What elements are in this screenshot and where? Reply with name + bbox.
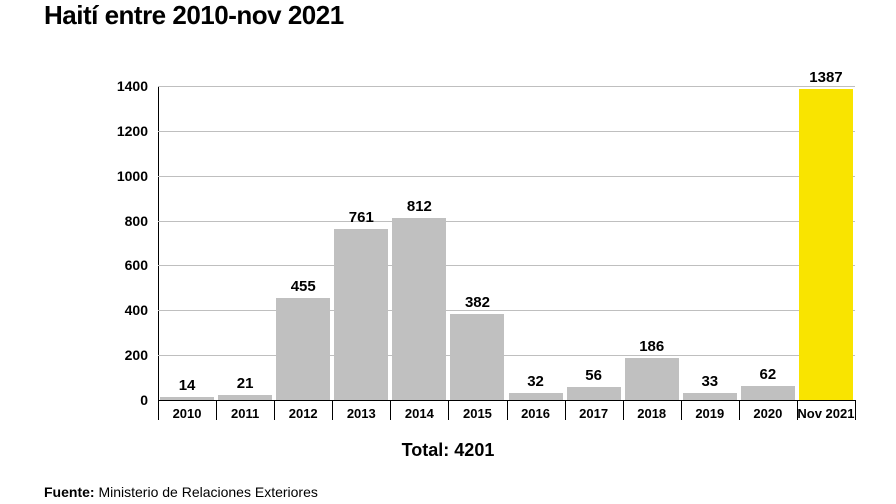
y-tick-label: 800 [88,213,148,229]
x-category-label: 2020 [739,406,797,421]
gridline [158,86,855,87]
y-tick-label: 1200 [88,123,148,139]
bar-value-label: 382 [450,294,504,311]
bar-value-label: 455 [276,278,330,295]
bar-value-label: 761 [334,209,388,226]
x-separator [158,400,159,420]
bar-value-label: 56 [567,367,621,384]
bar-value-label: 812 [392,198,446,215]
x-category-label: 2010 [158,406,216,421]
y-tick-label: 400 [88,302,148,318]
bar-value-label: 186 [625,338,679,355]
bar: 1387 [799,89,853,400]
y-tick-label: 600 [88,257,148,273]
source-text: Ministerio de Relaciones Exteriores [95,484,318,500]
bar: 761 [334,229,388,400]
y-tick-label: 1000 [88,168,148,184]
y-tick-label: 0 [88,392,148,408]
gridline [158,310,855,311]
bar-value-label: 33 [683,373,737,390]
bar: 32 [509,393,563,400]
bar: 455 [276,298,330,400]
gridline [158,176,855,177]
bar-value-label: 62 [741,366,795,383]
x-category-label: 2014 [390,406,448,421]
bar-value-label: 1387 [799,69,853,86]
x-category-label: 2012 [274,406,332,421]
bar-value-label: 21 [218,375,272,392]
x-category-label: 2018 [623,406,681,421]
gridline [158,355,855,356]
bar: 62 [741,386,795,400]
bar: 382 [450,314,504,400]
bar: 33 [683,393,737,400]
bar-value-label: 14 [160,377,214,394]
gridline [158,221,855,222]
y-tick-label: 1400 [88,78,148,94]
bar: 812 [392,218,446,400]
chart-area: 0200400600800100012001400142010212011455… [80,60,860,430]
bar-value-label: 32 [509,373,563,390]
source-prefix: Fuente: [44,484,95,500]
x-category-label: 2017 [565,406,623,421]
x-category-label: 2013 [332,406,390,421]
y-tick-label: 200 [88,347,148,363]
gridline [158,131,855,132]
chart-title: Haití entre 2010-nov 2021 [44,0,344,31]
bar: 21 [218,395,272,400]
total-label: Total: 4201 [0,440,896,461]
gridline [158,265,855,266]
x-category-label: 2016 [507,406,565,421]
source-line: Fuente: Ministerio de Relaciones Exterio… [44,484,318,500]
x-category-label: 2011 [216,406,274,421]
bar: 14 [160,397,214,400]
bar: 56 [567,387,621,400]
x-category-label: Nov 2021 [797,406,855,421]
y-axis-line [158,86,159,400]
bar: 186 [625,358,679,400]
x-category-label: 2019 [681,406,739,421]
x-separator [855,400,856,420]
page: Haití entre 2010-nov 2021 0 200 400 600 800 1… [0,0,896,504]
x-category-label: 2015 [448,406,506,421]
